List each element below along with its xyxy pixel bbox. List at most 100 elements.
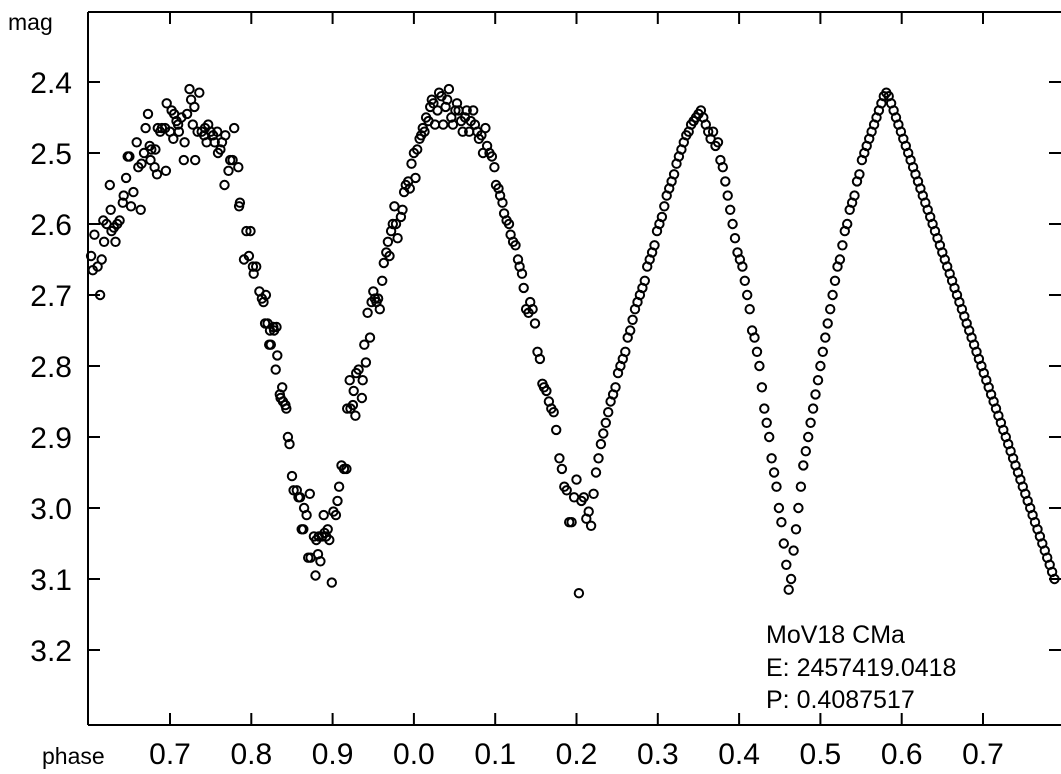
data-point — [281, 403, 292, 414]
data-point — [756, 382, 768, 393]
data-point — [142, 108, 154, 120]
data-point — [754, 360, 765, 372]
data-point — [189, 101, 200, 113]
data-point — [184, 83, 195, 95]
data-point — [135, 204, 146, 216]
data-point — [125, 201, 137, 212]
data-point — [146, 144, 157, 155]
data-point — [751, 346, 763, 357]
data-point — [451, 98, 463, 109]
data-point — [798, 460, 809, 471]
data-point — [229, 122, 240, 134]
x-tick-label: 0.4 — [718, 738, 760, 771]
data-point — [374, 304, 385, 315]
data-point — [556, 463, 568, 475]
x-tick-label: 0.5 — [800, 738, 842, 771]
data-point — [849, 190, 860, 201]
data-point — [468, 105, 479, 116]
data-point — [219, 179, 230, 191]
data-point — [136, 158, 147, 169]
data-point — [822, 318, 833, 329]
data-point — [541, 385, 552, 397]
data-point — [310, 570, 321, 581]
data-point — [620, 346, 631, 357]
data-point — [461, 105, 472, 116]
data-point — [294, 492, 306, 503]
y-axis-label: mag — [8, 9, 53, 35]
data-point — [737, 261, 748, 272]
data-point — [304, 488, 315, 499]
data-point — [179, 137, 190, 148]
data-point — [571, 474, 582, 485]
data-point — [595, 438, 607, 450]
data-point — [384, 250, 395, 262]
data-point — [810, 389, 821, 400]
data-point — [790, 524, 802, 535]
data-point — [251, 261, 262, 272]
data-point — [98, 236, 110, 248]
data-point — [356, 392, 368, 404]
data-point — [432, 105, 443, 116]
data-point — [712, 137, 724, 148]
data-point — [270, 364, 281, 375]
data-point — [390, 218, 402, 230]
data-point — [326, 577, 337, 588]
data-point — [725, 204, 736, 216]
data-point — [761, 417, 772, 428]
data-point — [749, 332, 760, 343]
data-point — [773, 502, 785, 514]
data-point — [766, 453, 777, 464]
x-axis-label: phase — [42, 743, 105, 769]
data-point — [659, 201, 670, 212]
data-point — [89, 229, 100, 240]
y-tick-label: 2.4 — [30, 67, 72, 100]
data-point — [649, 240, 660, 251]
x-tick-label: 0.8 — [230, 738, 272, 771]
axis-ticks — [88, 12, 1061, 725]
data-point — [450, 105, 461, 116]
data-point — [842, 218, 853, 230]
data-point — [548, 407, 559, 418]
data-point — [512, 254, 524, 265]
data-point — [603, 407, 614, 418]
data-point — [353, 364, 364, 375]
data-point — [104, 179, 116, 191]
x-tick-label: 0.0 — [393, 738, 435, 771]
data-point — [360, 357, 372, 368]
data-point — [118, 190, 129, 201]
y-tick-label: 3.1 — [30, 564, 72, 597]
data-point — [377, 275, 388, 286]
data-point — [625, 325, 636, 336]
data-point — [243, 250, 255, 262]
x-tick-label: 0.9 — [312, 738, 354, 771]
data-point — [486, 151, 498, 162]
data-point — [827, 289, 838, 301]
data-point — [233, 162, 244, 173]
data-point — [282, 431, 294, 443]
data-point — [795, 481, 807, 492]
data-point — [156, 122, 168, 134]
data-point — [348, 385, 359, 397]
data-point — [729, 233, 741, 244]
data-point — [744, 304, 755, 315]
data-point — [318, 509, 329, 521]
data-point — [639, 275, 650, 286]
y-tick-label: 2.8 — [30, 351, 72, 384]
data-point — [150, 144, 161, 155]
annotation-period: P: 0.4087517 — [766, 686, 915, 714]
data-point — [220, 130, 231, 141]
data-point — [707, 126, 719, 137]
data-point — [410, 172, 421, 184]
data-point — [322, 524, 333, 535]
data-point — [301, 509, 312, 521]
data-point — [785, 573, 797, 585]
data-point — [105, 204, 116, 216]
data-point — [722, 190, 733, 201]
x-tick-label: 0.7 — [962, 738, 1004, 771]
x-tick-label: 0.6 — [881, 738, 923, 771]
data-point — [110, 236, 121, 248]
data-point — [372, 293, 384, 304]
data-point — [96, 254, 107, 265]
plot-frame — [87, 11, 1061, 726]
